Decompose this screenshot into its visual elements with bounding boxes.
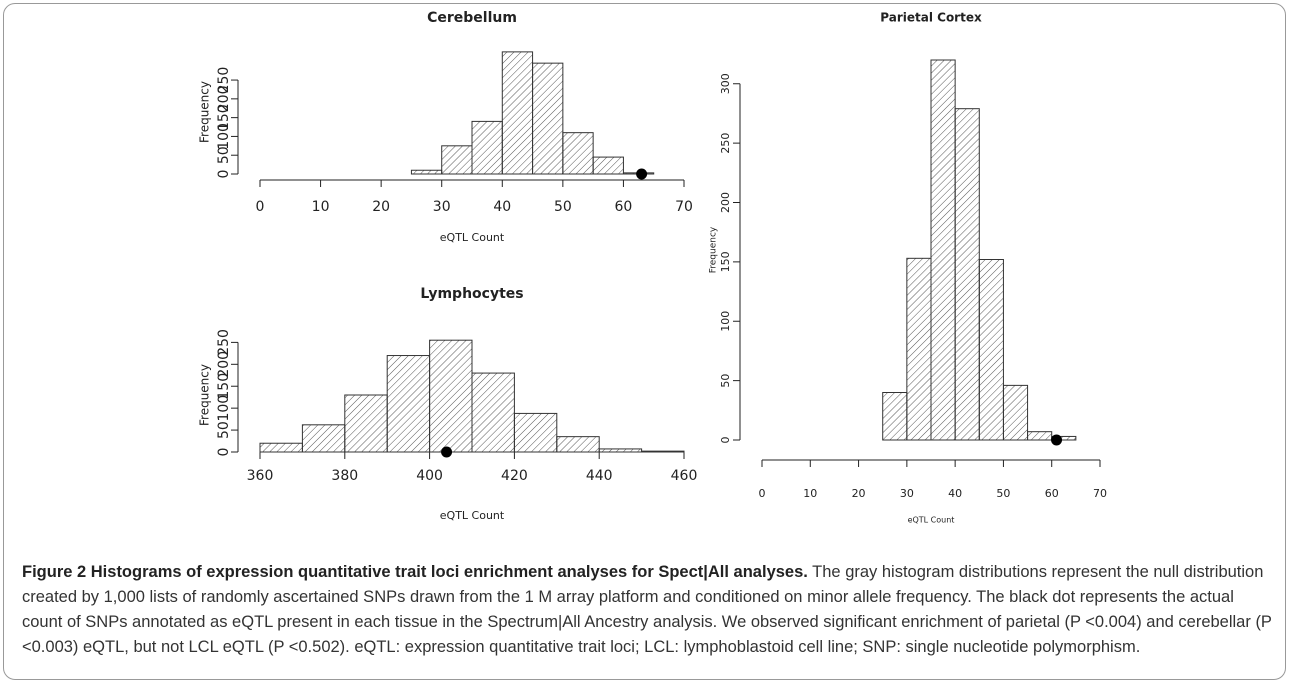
bar [471,120,503,175]
y-tick-label: 50 [216,146,232,164]
y-tick-label: 250 [216,329,232,356]
figure: Cerebellum eQTL Count Frequency 0 10 20 30 40 50… [198,10,1108,525]
y-axis-label: Frequency [198,81,212,143]
observed-dot [636,168,648,180]
bar [441,145,473,175]
bar [513,412,558,453]
bar [562,132,594,175]
x-tick-label: 20 [852,487,866,500]
y-tick-label: 0 [216,448,232,457]
y-tick-label: 250 [719,133,732,154]
x-tick-label: 360 [247,468,274,484]
x-tick-label: 30 [900,487,914,500]
x-tick-label: 70 [1093,487,1107,500]
x-tick-label: 0 [256,199,265,215]
x-axis-label: eQTL Count [440,231,505,244]
y-tick-label: 0 [719,437,732,444]
x-tick-label: 40 [948,487,962,500]
x-axis-label: eQTL Count [908,516,955,525]
bar [906,257,932,441]
chart-title: Lymphocytes [420,286,523,302]
x-tick-label: 50 [554,199,572,215]
x-tick-label: 50 [996,487,1010,500]
x-tick-label: 70 [675,199,693,215]
y-tick-label: 100 [719,311,732,332]
bar [556,436,600,453]
x-tick-label: 420 [501,468,528,484]
bar [429,339,473,453]
x-tick-label: 400 [416,468,443,484]
y-tick-label: 100 [216,123,232,150]
y-tick-label: 50 [216,421,232,439]
y-tick-label: 250 [216,67,232,94]
bar [978,259,1004,441]
bar [471,372,515,453]
bar [386,355,431,453]
y-tick-label: 300 [719,73,732,94]
y-tick-label: 200 [216,351,232,378]
y-tick-label: 200 [719,192,732,213]
bar [882,392,908,441]
observed-dot [441,446,453,458]
bar [344,394,388,453]
x-tick-label: 380 [331,468,358,484]
caption: Figure 2 Histograms of expression quanti… [22,560,1272,660]
x-tick-label: 40 [493,199,511,215]
bar [501,51,534,175]
x-tick-label: 460 [671,468,698,484]
x-tick-label: 0 [759,487,766,500]
x-tick-label: 10 [312,199,330,215]
y-tick-label: 150 [216,373,232,400]
bar [301,424,346,453]
chart-title: Cerebellum [427,10,517,26]
x-tick-label: 30 [433,199,451,215]
bar [532,62,564,175]
x-tick-label: 20 [372,199,390,215]
observed-dot [1051,434,1063,446]
chart-title: Parietal Cortex [880,11,982,25]
bar [410,169,443,175]
caption-body: The gray histogram distributions represe… [22,563,1272,656]
bar [598,448,643,453]
bar [259,442,303,453]
x-axis-label: eQTL Count [440,509,505,522]
y-axis-label: Frequency [198,364,212,426]
bar [1002,384,1029,441]
y-tick-label: 200 [216,85,232,112]
bar [930,59,956,441]
x-tick-label: 10 [803,487,817,500]
x-tick-label: 60 [615,199,633,215]
y-axis-label: Frequency [709,226,719,273]
figure-frame [3,3,1286,680]
y-tick-label: 50 [719,374,732,388]
y-tick-label: 150 [719,251,732,272]
bar [592,156,624,175]
x-tick-label: 60 [1045,487,1059,500]
x-tick-label: 440 [586,468,613,484]
y-tick-label: 100 [216,395,232,422]
bar [641,450,685,453]
caption-title: Figure 2 Histograms of expression quanti… [22,563,808,581]
y-tick-label: 150 [216,104,232,131]
y-tick-label: 0 [216,170,232,179]
bar [1027,431,1053,441]
bar [954,108,980,441]
